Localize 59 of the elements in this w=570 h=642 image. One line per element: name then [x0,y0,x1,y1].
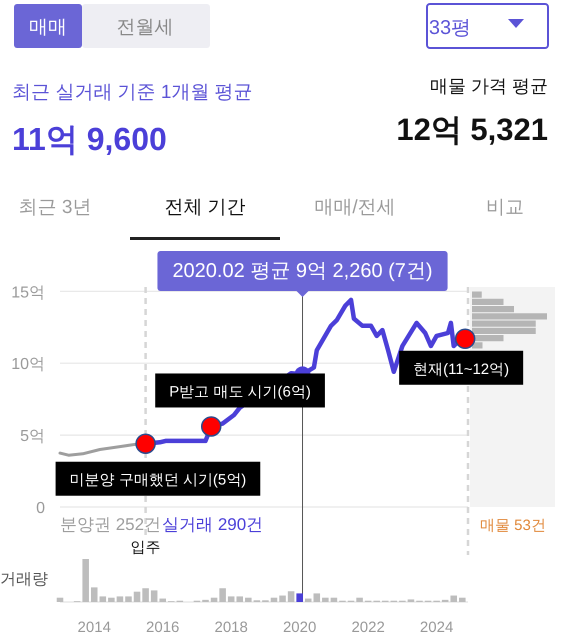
bar [108,598,115,602]
bar [330,598,338,602]
bar [296,593,303,602]
bar [322,598,329,602]
text: 분양권 252건 [60,515,162,534]
bar [288,591,294,602]
text: 전체 기간 [164,197,246,218]
ref-line-label: 2020.02 평균 9억 2,260 (7건) [172,260,433,282]
bar [82,559,89,602]
bar [356,598,363,602]
bar [408,599,414,602]
bar [459,598,466,602]
text: 매매 [29,17,67,38]
bar [159,598,166,602]
annotation: 현재(11~12억) [413,360,510,378]
bar [236,596,244,602]
x-tick-label: 2014 [78,619,111,636]
picture-tooltip: 2020.02 평균 9억 2,260 (7건) [157,251,448,297]
annotation: P받고 매도 시기(6억) [169,383,311,400]
bar [150,590,158,602]
x-tick-label: 2022 [351,619,385,636]
text: 최근 3년 [18,197,92,218]
bar [134,592,140,602]
y-tick-label: 10억 [11,356,45,374]
x-tick-label: 2018 [214,619,248,636]
text: 비교 [486,197,524,218]
ref-line-label: 입주 [130,539,161,556]
bar [228,596,234,602]
bar [56,598,64,602]
y-axis-title: 거래량 [0,571,48,588]
text: 매물 가격 평균 [430,76,548,96]
bar [210,598,218,602]
bar [142,588,149,602]
text: 전월세 [116,17,174,38]
text: 매물 53건 [480,517,546,534]
x-tick-label: 2020 [282,619,316,636]
text: 최근 실거래 기준 1개월 평균 [12,82,253,103]
bar [125,596,132,602]
bar [116,596,124,602]
bar [314,593,320,602]
x-tick-label: 2016 [146,619,180,636]
bar [245,598,252,602]
bar [270,598,278,602]
text: 11억 9,600 [12,121,167,157]
annotation: 미분양 구매했던 시기(5억) [70,472,246,489]
bar [219,588,226,602]
bar [100,596,106,602]
text: 12억 5,321 [396,112,548,147]
bar [90,587,98,602]
bar [279,596,286,602]
text: 실거래 290건 [162,515,264,534]
y-tick-label: 5억 [20,428,45,446]
bar [304,598,312,602]
text: 33평 [428,17,472,39]
bar [450,596,458,602]
y-tick-label: 0 [36,500,46,517]
x-tick-label: 2024 [420,619,454,636]
text: 매매/전세 [314,197,396,218]
y-tick-label: 15억 [11,284,45,302]
